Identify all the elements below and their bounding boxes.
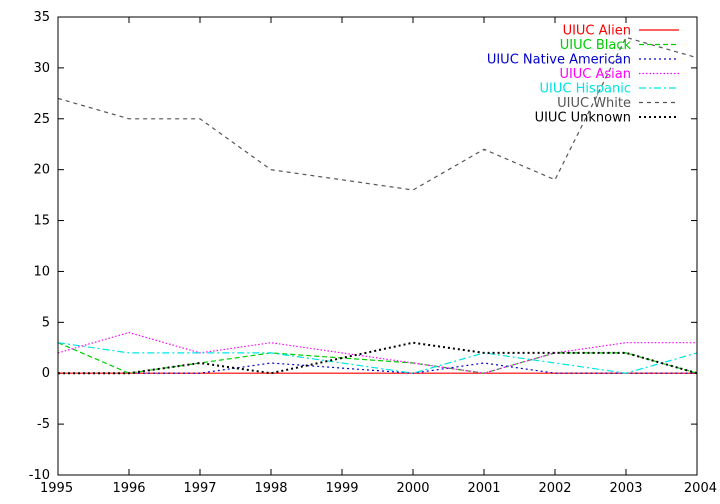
x-tick-label: 2003 <box>609 481 642 496</box>
legend-label-uiuc-asian: UIUC Asian <box>559 67 631 82</box>
legend-label-uiuc-native-american: UIUC Native American <box>487 53 631 68</box>
y-tick-label: 25 <box>33 112 50 127</box>
legend-label-uiuc-alien: UIUC Alien <box>563 24 631 39</box>
legend-label-uiuc-black: UIUC Black <box>560 38 632 53</box>
series-line-uiuc-white <box>57 36 698 191</box>
x-tick-label: 2002 <box>538 481 571 496</box>
y-tick-label: -10 <box>29 468 50 483</box>
plot-area <box>57 36 698 375</box>
legend-label-uiuc-white: UIUC White <box>557 96 631 111</box>
y-tick-label: 5 <box>42 315 50 330</box>
y-tick-label: 15 <box>33 214 50 229</box>
y-tick-label: -5 <box>37 417 50 432</box>
y-tick-label: 0 <box>42 366 50 381</box>
series-line-uiuc-native-american <box>58 362 697 374</box>
legend-label-uiuc-unknown: UIUC Unknown <box>535 111 631 126</box>
y-axis: -10 -5 0 5 10 15 20 25 30 35 <box>29 10 697 483</box>
x-tick-label: 1997 <box>183 481 216 496</box>
series-line-uiuc-hispanic <box>57 342 698 374</box>
x-tick-label: 2004 <box>684 481 717 496</box>
y-tick-label: 10 <box>33 264 50 279</box>
x-tick-label: 1999 <box>325 481 358 496</box>
x-tick-label: 2001 <box>467 481 500 496</box>
x-tick-label: 1995 <box>40 481 73 496</box>
y-tick-label: 30 <box>33 61 50 76</box>
plot-frame <box>57 16 698 476</box>
x-axis: 1995 1996 1997 1998 1999 2000 2001 2002 2003 2004 <box>40 17 717 496</box>
x-tick-label: 1996 <box>112 481 145 496</box>
y-tick-label: 35 <box>33 10 50 25</box>
series-line-uiuc-unknown <box>58 341 698 375</box>
x-tick-label: 1998 <box>254 481 287 496</box>
y-tick-label: 20 <box>33 163 50 178</box>
legend-label-uiuc-hispanic: UIUC Hispanic <box>540 82 631 97</box>
x-tick-label: 2000 <box>396 481 429 496</box>
